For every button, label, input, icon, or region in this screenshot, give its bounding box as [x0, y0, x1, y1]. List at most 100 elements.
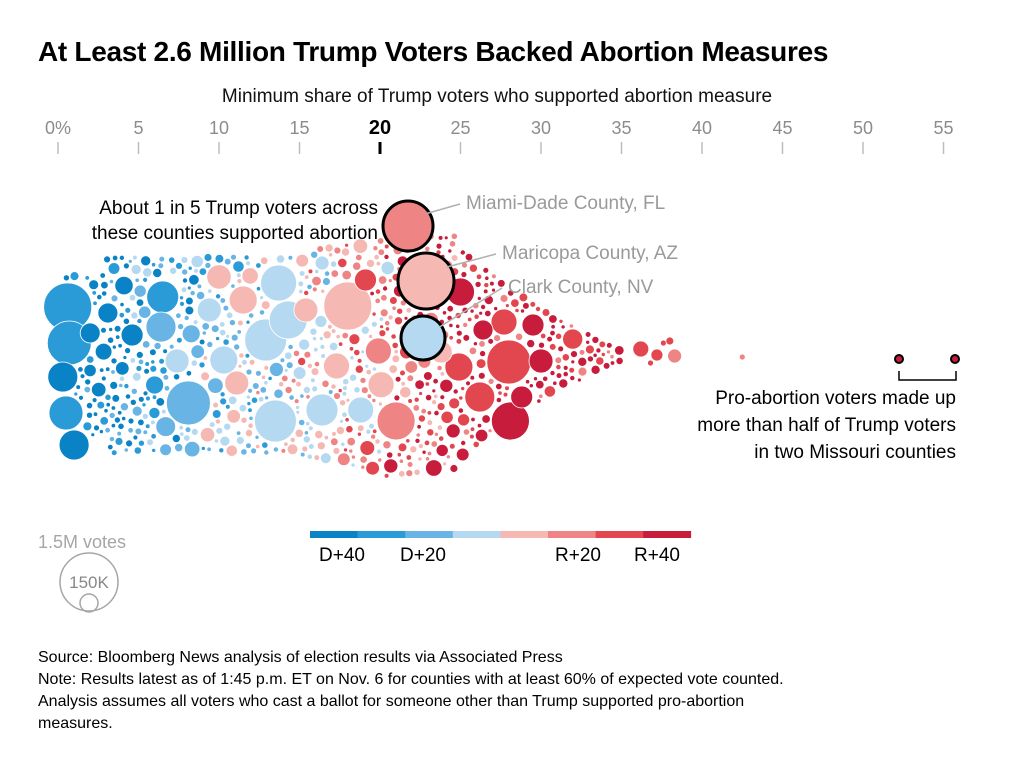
county-bubble: [207, 377, 224, 394]
county-bubble: [107, 262, 121, 275]
county-bubble: [121, 415, 127, 422]
county-bubble: [245, 394, 251, 400]
county-bubble: [457, 413, 471, 427]
county-bubble: [287, 254, 294, 261]
county-bubble: [179, 431, 185, 437]
county-bubble: [570, 359, 576, 365]
county-bubble: [487, 428, 493, 434]
county-bubble: [407, 398, 413, 404]
county-bubble: [336, 452, 351, 467]
county-bubble: [241, 359, 248, 366]
county-bubble: [483, 282, 490, 289]
leader-line: [439, 287, 503, 328]
county-bubble: [414, 379, 425, 390]
county-bubble: [260, 256, 269, 265]
county-bubble: [303, 289, 310, 296]
county-bubble: [570, 350, 578, 359]
county-bubble: [323, 270, 331, 277]
county-bubble: [164, 348, 190, 374]
county-bubble: [379, 308, 389, 318]
county-bubble: [295, 380, 302, 388]
county-bubble: [368, 422, 375, 430]
county-bubble: [129, 398, 137, 406]
county-bubble: [388, 364, 398, 374]
county-bubble: [383, 243, 390, 250]
county-bubble: [352, 238, 369, 254]
county-bubble: [137, 358, 145, 366]
county-bubble: [84, 275, 90, 281]
county-bubble: [146, 438, 154, 447]
county-bubble: [340, 441, 346, 447]
county-bubble: [111, 394, 121, 403]
county-bubble: [423, 371, 433, 381]
county-bubble: [258, 309, 266, 316]
county-bubble: [469, 308, 475, 314]
county-label: Clark County, NV: [508, 277, 654, 298]
county-bubble: [82, 421, 93, 432]
county-bubble: [246, 401, 252, 407]
county-bubble: [123, 383, 130, 390]
county-bubble: [555, 372, 563, 379]
county-bubble: [96, 293, 103, 301]
county-bubble: [548, 343, 557, 351]
county-bubble: [546, 335, 553, 343]
county-bubble: [309, 377, 316, 384]
county-bubble: [484, 275, 490, 281]
county-bubble: [578, 349, 586, 356]
missouri-annotation-line: in two Missouri counties: [754, 442, 956, 463]
county-bubble: [90, 381, 107, 398]
county-bubble: [448, 322, 454, 328]
county-bubble: [136, 318, 143, 325]
county-bubble: [155, 416, 177, 437]
county-bubble: [113, 324, 122, 333]
county-bubble: [484, 309, 492, 318]
county-bubble: [436, 402, 446, 412]
highlight-layer: Miami-Dade County, FL Maricopa County, AZ…: [381, 193, 678, 362]
county-bubble: [374, 288, 382, 295]
county-bubble: [254, 434, 260, 440]
county-bubble: [123, 447, 129, 453]
county-bubble: [245, 368, 253, 376]
county-bubble: [188, 274, 200, 286]
county-bubble: [104, 393, 112, 401]
county-bubble: [322, 330, 332, 340]
county-bubble: [413, 396, 420, 403]
county-bubble: [476, 295, 482, 301]
county-bubble: [215, 426, 224, 435]
county-bubble: [241, 267, 259, 285]
county-bubble: [218, 447, 225, 454]
county-bubble: [459, 249, 466, 256]
county-bubble: [348, 346, 355, 352]
county-bubble: [86, 411, 94, 419]
county-bubble: [377, 275, 388, 285]
county-bubble: [293, 398, 300, 405]
county-bubble: [374, 438, 381, 445]
county-bubble: [329, 437, 339, 447]
county-bubble: [417, 456, 423, 462]
county-bubble: [298, 270, 306, 277]
county-bubble: [665, 336, 675, 346]
county-bubble: [495, 396, 502, 404]
county-bubble: [487, 338, 495, 345]
county-bubble: [353, 348, 361, 357]
county-bubble: [352, 261, 362, 271]
county-bubble: [542, 375, 549, 382]
county-label: Miami-Dade County, FL: [466, 193, 665, 214]
county-bubble: [168, 256, 176, 264]
legend: 1.5M votes 150K D+40 D+20 R+20 R+40: [38, 531, 692, 613]
x-tick-label: 15: [289, 118, 309, 138]
county-bubble: [310, 367, 320, 376]
county-bubble: [344, 242, 350, 248]
county-bubble: [349, 373, 358, 382]
county-bubble: [289, 436, 296, 443]
county-bubble: [486, 339, 532, 385]
county-bubble: [345, 397, 351, 403]
color-scale-swatch: [595, 531, 644, 538]
county-bubble: [62, 274, 70, 282]
county-bubble: [360, 464, 366, 470]
county-bubble: [110, 369, 116, 375]
county-bubble: [150, 433, 157, 440]
county-bubble: [557, 345, 565, 353]
county-bubble: [323, 281, 373, 331]
county-bubble: [533, 376, 539, 382]
